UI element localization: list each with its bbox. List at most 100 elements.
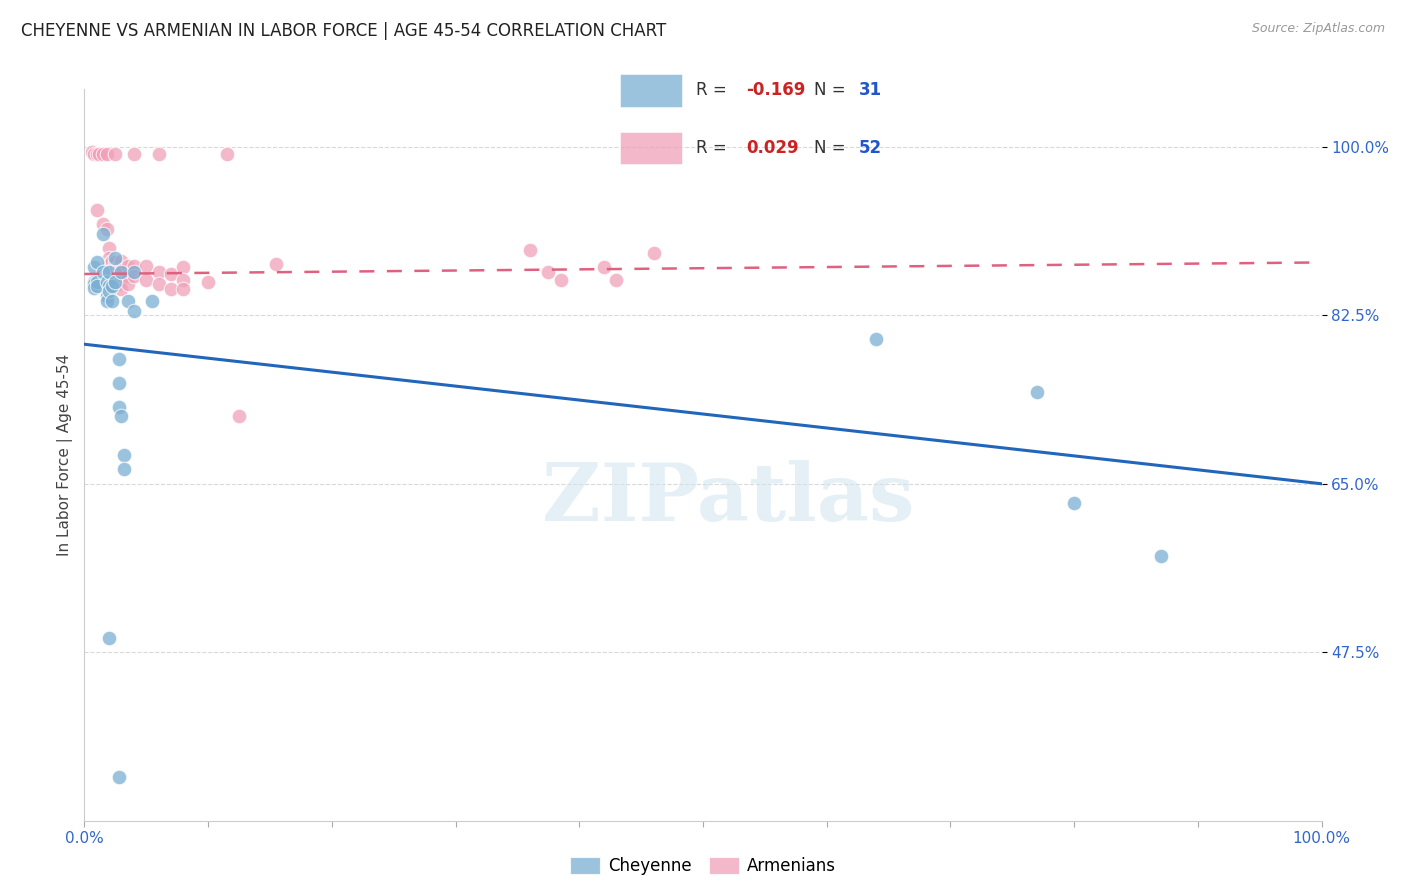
- Point: [86, 255, 108, 269]
- Point: [110, 265, 132, 279]
- Point: [83, 275, 105, 289]
- Text: 52: 52: [859, 139, 882, 157]
- Point: [108, 400, 131, 414]
- Point: [86, 146, 108, 161]
- Point: [98, 257, 121, 271]
- Text: R =: R =: [696, 139, 733, 157]
- Point: [117, 293, 139, 308]
- Point: [91, 146, 114, 161]
- Point: [1063, 496, 1085, 510]
- Point: [110, 253, 132, 268]
- Point: [605, 273, 627, 287]
- Point: [112, 448, 135, 462]
- Point: [122, 268, 145, 283]
- Point: [108, 770, 131, 784]
- Legend: Cheyenne, Armenians: Cheyenne, Armenians: [564, 850, 842, 882]
- Point: [110, 282, 132, 296]
- Point: [122, 265, 145, 279]
- Point: [104, 273, 127, 287]
- Point: [117, 268, 139, 283]
- FancyBboxPatch shape: [620, 132, 682, 164]
- Point: [108, 351, 131, 366]
- Point: [86, 202, 108, 217]
- Point: [104, 262, 127, 277]
- Point: [537, 265, 560, 279]
- Point: [98, 631, 121, 645]
- FancyBboxPatch shape: [620, 74, 682, 106]
- Text: 31: 31: [859, 81, 882, 99]
- Point: [148, 265, 170, 279]
- Point: [100, 279, 122, 293]
- Point: [96, 289, 118, 303]
- Point: [108, 267, 131, 281]
- Point: [96, 293, 118, 308]
- Point: [264, 257, 287, 271]
- Text: -0.169: -0.169: [747, 81, 806, 99]
- Point: [160, 282, 183, 296]
- Point: [98, 251, 121, 265]
- Point: [83, 146, 105, 161]
- Point: [108, 260, 131, 274]
- Point: [122, 146, 145, 161]
- Point: [98, 279, 121, 293]
- Point: [197, 275, 219, 289]
- Point: [148, 277, 170, 291]
- Point: [96, 146, 118, 161]
- Point: [135, 260, 157, 274]
- Point: [519, 243, 541, 257]
- Point: [122, 260, 145, 274]
- Point: [108, 277, 131, 291]
- Point: [104, 275, 127, 289]
- Point: [593, 260, 616, 275]
- Point: [83, 281, 105, 295]
- Text: CHEYENNE VS ARMENIAN IN LABOR FORCE | AGE 45-54 CORRELATION CHART: CHEYENNE VS ARMENIAN IN LABOR FORCE | AG…: [21, 22, 666, 40]
- Point: [117, 277, 139, 291]
- Point: [110, 263, 132, 277]
- Point: [141, 293, 163, 308]
- Point: [100, 269, 122, 284]
- Point: [100, 293, 122, 308]
- Point: [110, 409, 132, 424]
- Y-axis label: In Labor Force | Age 45-54: In Labor Force | Age 45-54: [58, 354, 73, 556]
- Point: [89, 146, 111, 161]
- Point: [104, 251, 127, 265]
- Point: [80, 145, 103, 159]
- Point: [148, 146, 170, 161]
- Point: [86, 275, 108, 289]
- Text: ZIPatlas: ZIPatlas: [541, 459, 914, 538]
- Point: [117, 260, 139, 274]
- Point: [83, 277, 105, 291]
- Point: [98, 285, 121, 299]
- Point: [172, 282, 194, 296]
- Point: [100, 253, 122, 268]
- Point: [108, 376, 131, 390]
- Point: [228, 409, 250, 424]
- Point: [643, 245, 665, 260]
- Point: [91, 227, 114, 241]
- Point: [1026, 385, 1049, 400]
- Point: [100, 263, 122, 277]
- Point: [865, 333, 887, 347]
- Point: [98, 265, 121, 279]
- Point: [550, 273, 572, 287]
- Point: [110, 273, 132, 287]
- Point: [160, 267, 183, 281]
- Point: [91, 265, 114, 279]
- Point: [1150, 549, 1173, 563]
- Point: [83, 260, 105, 275]
- Point: [96, 275, 118, 289]
- Point: [215, 146, 238, 161]
- Point: [135, 273, 157, 287]
- Point: [172, 273, 194, 287]
- Point: [172, 260, 194, 275]
- Point: [112, 462, 135, 476]
- Point: [86, 279, 108, 293]
- Point: [104, 255, 127, 269]
- Point: [91, 217, 114, 231]
- Point: [104, 146, 127, 161]
- Text: N =: N =: [814, 81, 851, 99]
- Text: 0.029: 0.029: [747, 139, 799, 157]
- Point: [98, 241, 121, 255]
- Text: N =: N =: [814, 139, 851, 157]
- Text: R =: R =: [696, 81, 733, 99]
